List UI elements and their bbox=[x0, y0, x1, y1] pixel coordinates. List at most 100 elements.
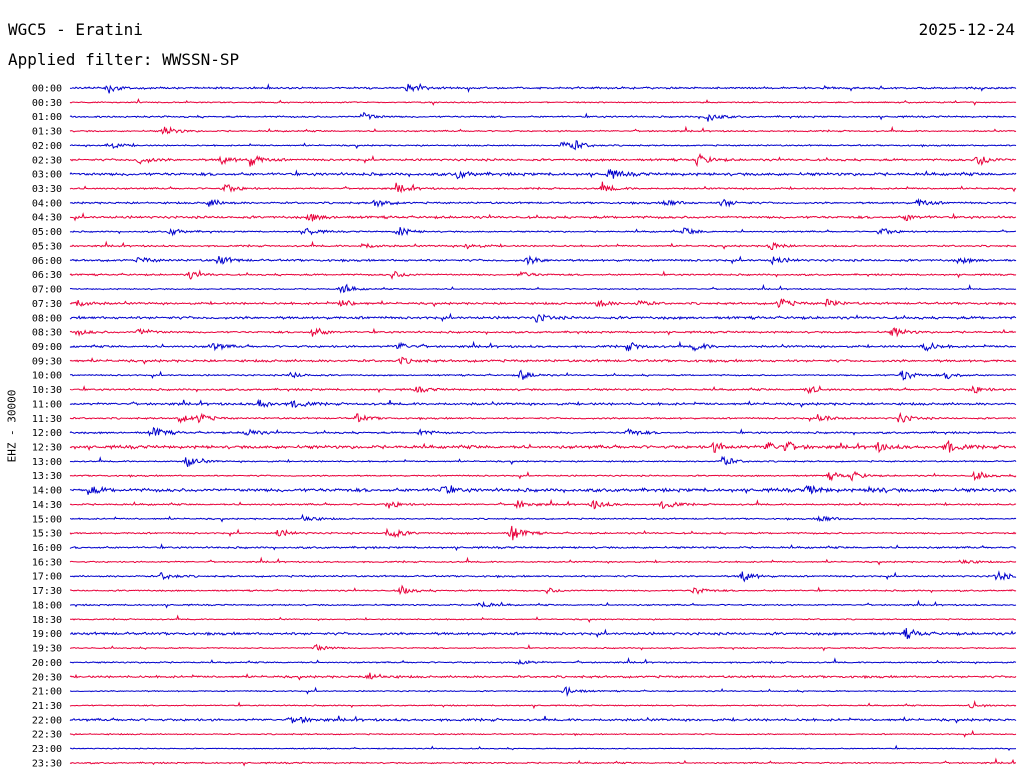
trace-row bbox=[69, 543, 1017, 552]
time-label: 10:00 bbox=[32, 371, 62, 382]
time-label: 17:00 bbox=[32, 572, 62, 583]
trace-row bbox=[69, 312, 1017, 323]
time-label: 02:30 bbox=[32, 155, 62, 166]
time-label: 05:30 bbox=[32, 241, 62, 252]
time-label: 21:00 bbox=[32, 687, 62, 698]
time-label: 15:30 bbox=[32, 529, 62, 540]
trace-row bbox=[69, 498, 1017, 510]
record-date: 2025-12-24 bbox=[918, 20, 1015, 39]
trace-row bbox=[69, 340, 1016, 352]
filter-label: Applied filter: WWSSN-SP bbox=[8, 50, 240, 69]
time-label: 14:30 bbox=[32, 500, 62, 511]
trace-row bbox=[69, 212, 1017, 222]
time-label: 16:30 bbox=[32, 557, 62, 568]
time-label: 18:30 bbox=[32, 615, 62, 626]
time-label: 11:00 bbox=[32, 399, 62, 410]
trace-row bbox=[69, 525, 1017, 541]
trace-row bbox=[69, 686, 1017, 698]
time-label: 23:00 bbox=[32, 744, 62, 755]
time-label: 04:00 bbox=[32, 198, 62, 209]
time-label: 09:30 bbox=[32, 356, 62, 367]
time-label: 07:30 bbox=[32, 299, 62, 310]
trace-row bbox=[69, 513, 1017, 523]
time-label: 06:30 bbox=[32, 270, 62, 281]
trace-row bbox=[69, 599, 1017, 609]
time-label: 22:00 bbox=[32, 715, 62, 726]
trace-row bbox=[69, 455, 1017, 467]
time-label: 12:30 bbox=[32, 443, 62, 454]
time-label: 17:30 bbox=[32, 586, 62, 597]
trace-row bbox=[69, 411, 1017, 424]
trace-row bbox=[69, 570, 1017, 583]
trace-row bbox=[69, 628, 1016, 640]
time-label: 05:00 bbox=[32, 227, 62, 238]
trace-row bbox=[69, 715, 1017, 725]
trace-row bbox=[69, 757, 1017, 767]
time-label: 08:30 bbox=[32, 328, 62, 339]
trace-row bbox=[69, 82, 1017, 94]
trace-row bbox=[69, 672, 1017, 681]
trace-row bbox=[69, 484, 1017, 495]
trace-row bbox=[70, 614, 1016, 623]
time-label: 08:00 bbox=[32, 313, 62, 324]
time-label: 01:30 bbox=[32, 127, 62, 138]
trace-row bbox=[69, 398, 1017, 408]
time-label: 10:30 bbox=[32, 385, 62, 396]
time-label: 19:30 bbox=[32, 644, 62, 655]
trace-row bbox=[69, 140, 1017, 151]
time-label: 12:00 bbox=[32, 428, 62, 439]
trace-row bbox=[69, 283, 1017, 294]
trace-row bbox=[69, 470, 1017, 482]
time-label: 22:30 bbox=[32, 730, 62, 741]
trace-row bbox=[69, 699, 1017, 710]
time-label: 14:00 bbox=[32, 486, 62, 497]
trace-row bbox=[69, 426, 1017, 437]
time-label: 03:30 bbox=[32, 184, 62, 195]
trace-row bbox=[70, 643, 1017, 652]
trace-row bbox=[69, 439, 1016, 454]
trace-row bbox=[69, 584, 1017, 596]
time-label: 20:00 bbox=[32, 658, 62, 669]
trace-row bbox=[69, 254, 1017, 266]
trace-row bbox=[69, 369, 1016, 381]
trace-row bbox=[69, 269, 1017, 280]
trace-row bbox=[69, 227, 1016, 237]
time-label: 01:00 bbox=[32, 112, 62, 123]
trace-row bbox=[69, 197, 1017, 208]
time-label: 20:30 bbox=[32, 672, 62, 683]
trace-row bbox=[69, 97, 1017, 106]
time-label: 15:00 bbox=[32, 514, 62, 525]
trace-row bbox=[69, 152, 1017, 168]
time-label: 06:00 bbox=[32, 256, 62, 267]
time-label: 04:30 bbox=[32, 213, 62, 224]
time-label: 03:00 bbox=[32, 170, 62, 181]
time-label: 18:00 bbox=[32, 600, 62, 611]
trace-row bbox=[69, 111, 1017, 122]
trace-row bbox=[69, 356, 1017, 365]
time-label: 07:00 bbox=[32, 285, 62, 296]
time-label: 00:00 bbox=[32, 84, 62, 95]
time-label: 16:00 bbox=[32, 543, 62, 554]
trace-row bbox=[69, 327, 1017, 338]
trace-row bbox=[69, 556, 1017, 566]
time-label: 09:00 bbox=[32, 342, 62, 353]
trace-row bbox=[69, 656, 1017, 666]
trace-row bbox=[69, 744, 1017, 751]
time-label: 21:30 bbox=[32, 701, 62, 712]
trace-row bbox=[69, 385, 1017, 395]
time-label: 13:30 bbox=[32, 471, 62, 482]
time-label: 13:00 bbox=[32, 457, 62, 468]
trace-row bbox=[69, 729, 1017, 738]
trace-row bbox=[69, 181, 1017, 194]
time-label: 00:30 bbox=[32, 98, 62, 109]
time-label: 11:30 bbox=[32, 414, 62, 425]
trace-row bbox=[69, 125, 1017, 135]
time-label: 02:00 bbox=[32, 141, 62, 152]
trace-row bbox=[69, 240, 1017, 250]
time-label: 19:00 bbox=[32, 629, 62, 640]
time-label: 23:30 bbox=[32, 758, 62, 769]
station-title: WGC5 - Eratini bbox=[8, 20, 143, 39]
trace-row bbox=[69, 168, 1017, 180]
